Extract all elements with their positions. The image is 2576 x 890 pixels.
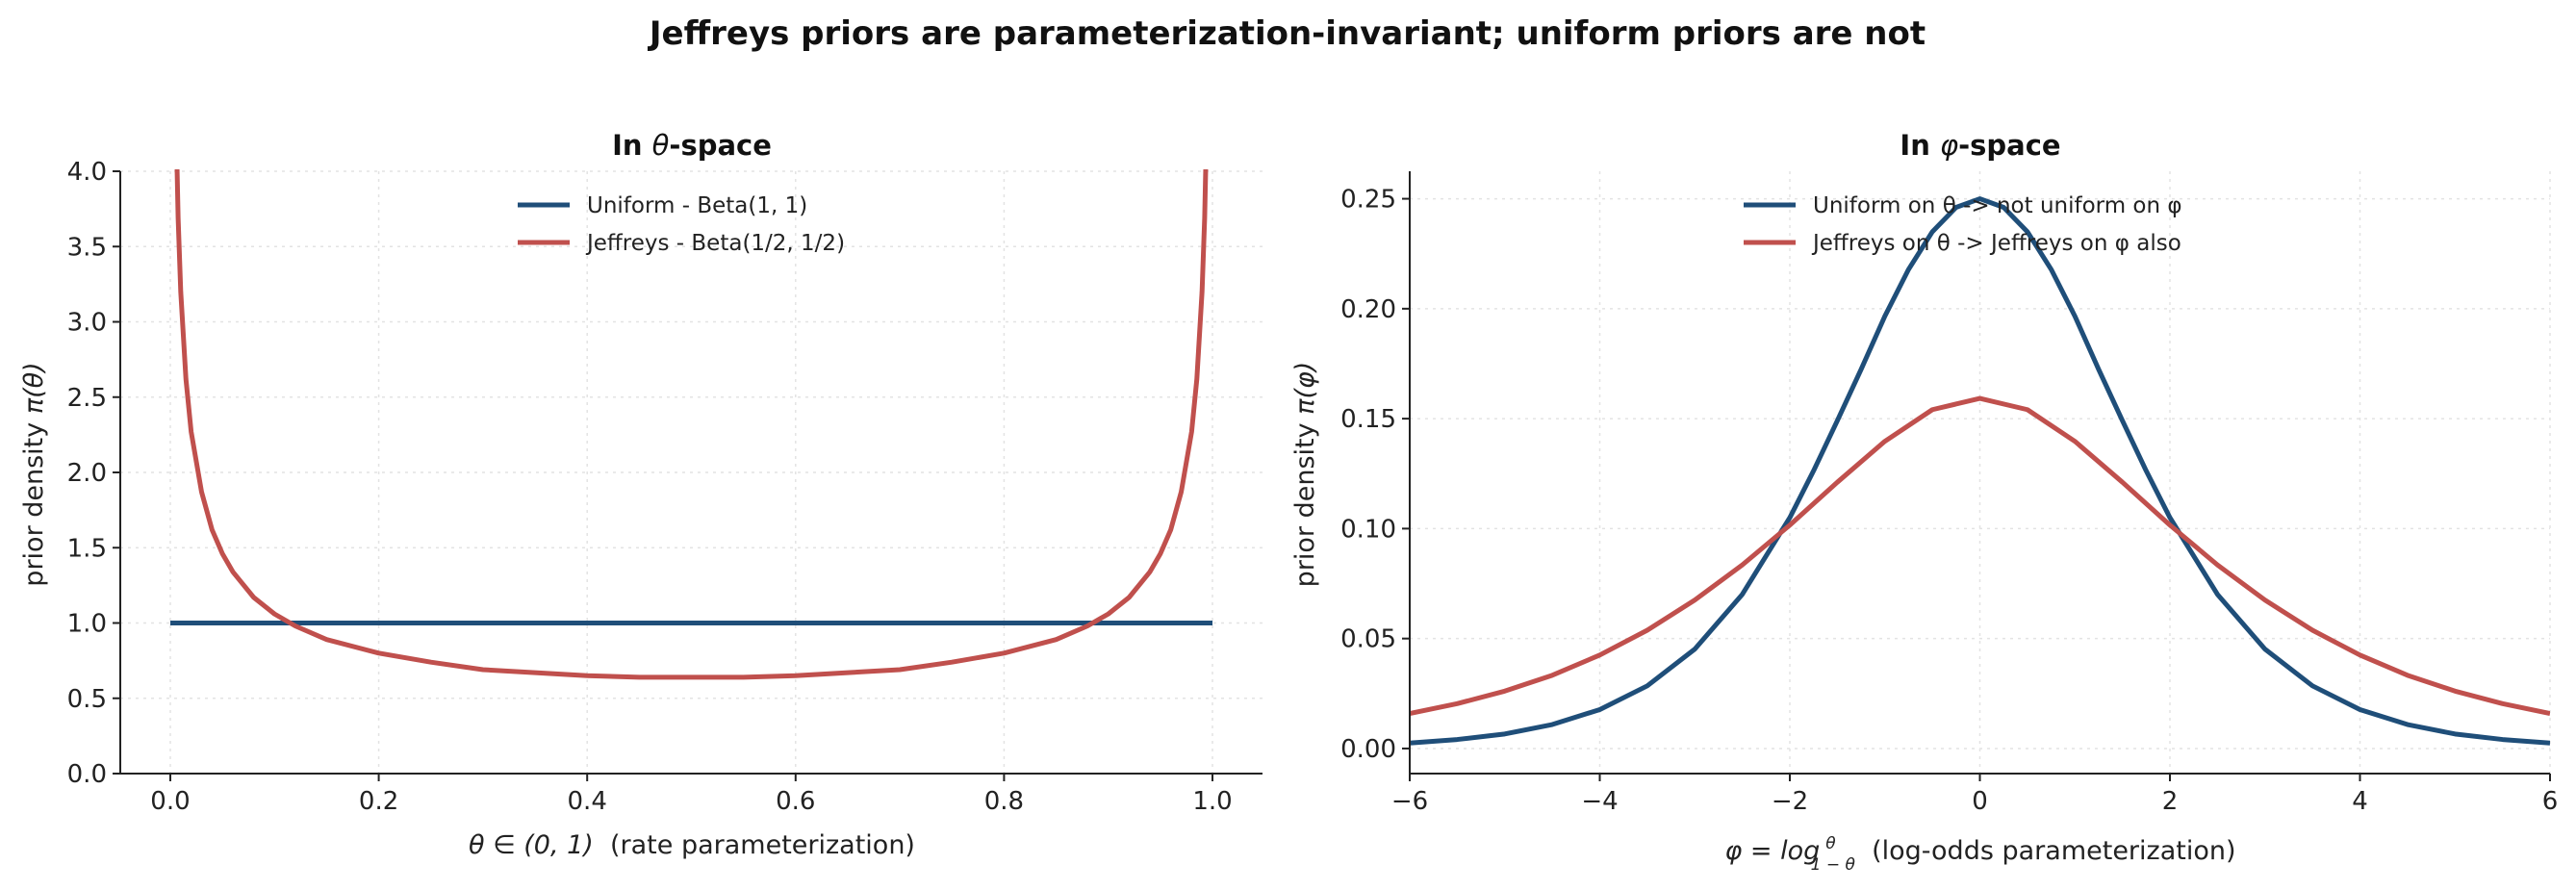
phi-title-prefix: In [1900,129,1940,162]
phi-x-tick-label: 2 [2162,787,2179,816]
theta-x-tick-label: 0.6 [776,787,815,816]
theta-xlabel-math: θ ∈ (0, 1) [469,830,594,860]
phi-x-tick-label: −2 [1772,787,1808,816]
phi-y-tick-label: 0.00 [1340,735,1396,764]
theta-y-tick-label: 3.0 [67,309,107,338]
theta-space-panel: In θ-space 0.0 0.2 0.4 0.6 0.8 1.0 0.0 0.5 1.0 1.… [19,129,1262,860]
phi-legend-label-jeffreys: Jeffreys on θ -> Jeffreys on φ also [1811,231,2181,256]
phi-y-tick-label: 0.10 [1340,515,1396,544]
phi-xlabel-math: φ = log [1724,836,1820,866]
phi-x-tick-label: 4 [2352,787,2368,816]
phi-title-symbol: φ [1940,129,1958,162]
theta-y-tick-label: 0.5 [67,685,107,714]
theta-series-jeffreys-line [174,169,1209,680]
theta-grid [120,170,1262,775]
theta-title-symbol: θ [652,129,670,162]
theta-x-axis-label: θ ∈ (0, 1) (rate parameterization) [469,830,915,860]
phi-y-tick-label: 0.20 [1340,295,1396,324]
phi-curves [1410,196,2550,746]
phi-y-axis-label: prior density π(φ) [1290,362,1320,588]
phi-x-tick-label: 0 [1972,787,1988,816]
theta-axes: 0.0 0.2 0.4 0.6 0.8 1.0 0.0 0.5 1.0 1.5 2.0 2.5 3.0 3… [67,158,1262,816]
theta-y-tick-label: 3.5 [67,233,107,262]
theta-title-prefix: In [612,129,652,162]
theta-x-tick-label: 0.2 [359,787,398,816]
phi-xlabel-text: (log-odds parameterization) [1855,836,2236,866]
phi-series-jeffreys-line [1410,395,2550,717]
phi-xlabel-frac-den: 1 − θ [1811,855,1856,875]
phi-ylabel-math: π(φ) [1290,362,1320,415]
theta-y-axis-label: prior density π(θ) [19,362,49,586]
theta-y-tick-label: 1.5 [67,534,107,563]
theta-x-tick-label: 1.0 [1192,787,1232,816]
theta-legend-label-uniform: Uniform - Beta(1, 1) [587,193,807,218]
theta-ylabel-math: π(θ) [19,362,49,414]
theta-x-tick-label: 0.0 [150,787,190,816]
phi-x-tick-label: −4 [1581,787,1618,816]
phi-x-tick-label: −6 [1391,787,1428,816]
phi-axes: −6 −4 −2 0 2 4 6 0.00 0.05 0.10 0.15 0.20 0.25 [1340,171,2558,816]
theta-curves [169,169,1213,680]
theta-x-tick-label: 0.8 [984,787,1024,816]
theta-ylabel-prefix: prior density [19,414,49,587]
phi-legend-label-uniform: Uniform on θ -> not uniform on φ [1813,193,2182,218]
theta-panel-title: In θ-space [612,129,772,162]
theta-y-tick-label: 2.0 [67,459,107,488]
phi-panel-title: In φ-space [1900,129,2060,162]
theta-xlabel-text: (rate parameterization) [594,830,915,860]
phi-x-axis-label: φ = log θ 1 − θ (log-odds parameterization… [1724,834,2235,875]
phi-space-panel: In φ-space −6 −4 −2 0 2 4 6 0.00 0.05 0.10 0.15 0.2… [1290,129,2558,875]
theta-title-suffix: -space [669,129,771,162]
phi-title-suffix: -space [1958,129,2060,162]
theta-y-tick-label: 2.5 [67,384,107,413]
phi-xlabel-frac-num: θ [1825,834,1836,853]
figure-title: Jeffreys priors are parameterization-inv… [648,14,1926,53]
theta-y-tick-label: 0.0 [67,760,107,789]
phi-series-uniform-line [1410,196,2550,746]
theta-y-tick-label: 4.0 [67,158,107,187]
phi-grid [1409,171,2551,774]
phi-x-tick-label: 6 [2542,787,2559,816]
theta-y-tick-label: 1.0 [67,610,107,639]
phi-ylabel-prefix: prior density [1290,415,1320,588]
theta-x-tick-label: 0.4 [568,787,607,816]
phi-legend: Uniform on θ -> not uniform on φ Jeffreys… [1744,193,2182,256]
phi-y-tick-label: 0.15 [1340,405,1396,434]
phi-y-tick-label: 0.25 [1340,186,1396,215]
theta-legend-label-jeffreys: Jeffreys - Beta(1/2, 1/2) [585,231,845,256]
theta-legend: Uniform - Beta(1, 1) Jeffreys - Beta(1/2,… [518,193,845,256]
phi-y-tick-label: 0.05 [1340,625,1396,654]
